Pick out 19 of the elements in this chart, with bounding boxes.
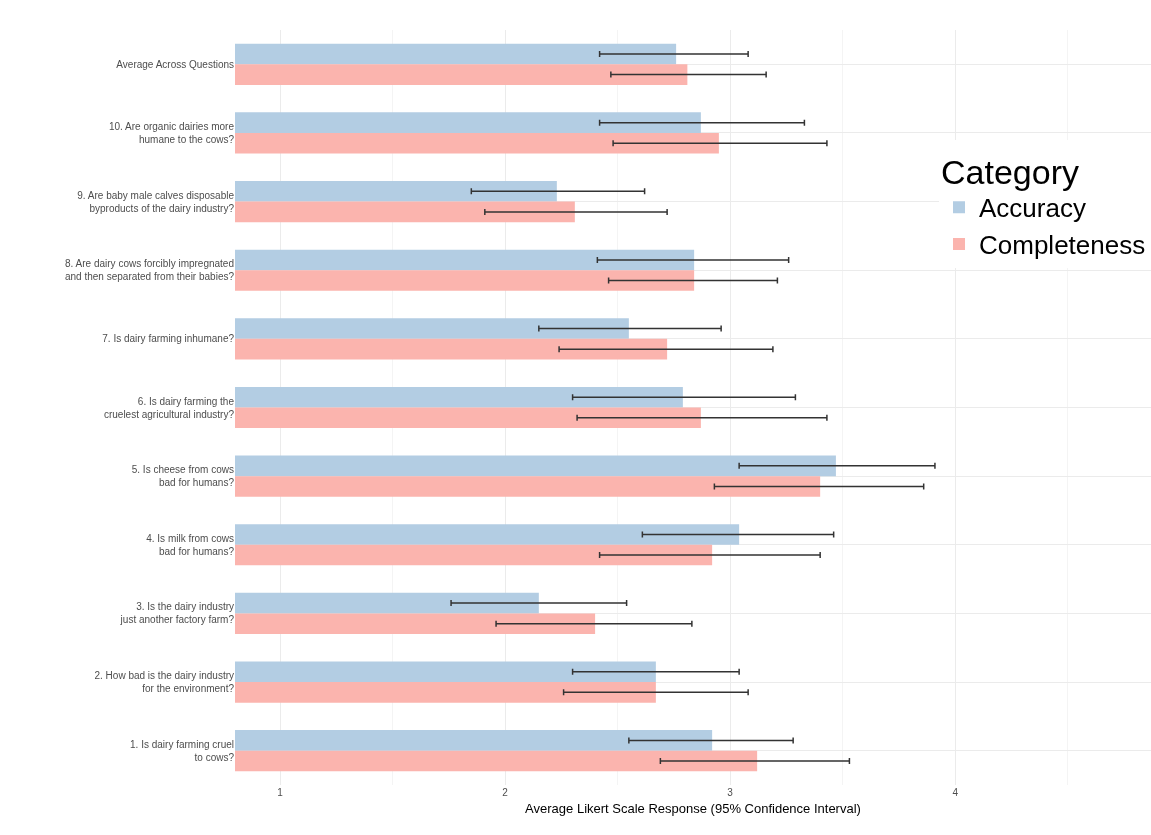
x-tick-label: 2 xyxy=(502,787,509,798)
y-tick-label: 7. Is dairy farming inhumane? xyxy=(102,333,235,345)
y-tick-label: 1. Is dairy farming cruel to cows? xyxy=(130,738,235,763)
y-tick-label: 9. Are baby male calves disposable byproducts of the dairy industry? xyxy=(77,189,235,214)
x-tick-label: 3 xyxy=(727,787,734,798)
y-tick-label: 10. Are organic dairies more humane to the cows? xyxy=(108,120,235,145)
legend-label: Accuracy xyxy=(979,193,1086,224)
x-tick-label: 1 xyxy=(277,787,284,798)
y-tick-label: 3. Is the dairy industry just another factory farm? xyxy=(119,601,235,626)
x-tick-label: 4 xyxy=(952,787,959,798)
y-tick-label: 2. How bad is the dairy industry for the environment? xyxy=(94,670,235,695)
y-tick-label: 6. Is dairy farming the cruelest agricultural industry? xyxy=(103,395,235,420)
y-tick-label: Average Across Questions xyxy=(116,58,234,70)
y-tick-label: 4. Is milk from cows bad for humans? xyxy=(146,532,235,557)
y-tick-label: 8. Are dairy cows forcibly impregnated and then separated from their babies? xyxy=(65,258,235,283)
legend-label: Completeness xyxy=(979,230,1146,261)
y-tick-label: 5. Is cheese from cows bad for humans? xyxy=(131,464,235,489)
legend-title: Category xyxy=(941,152,1079,191)
x-axis-title: Average Likert Scale Response (95% Confidence Interval) xyxy=(525,800,861,816)
